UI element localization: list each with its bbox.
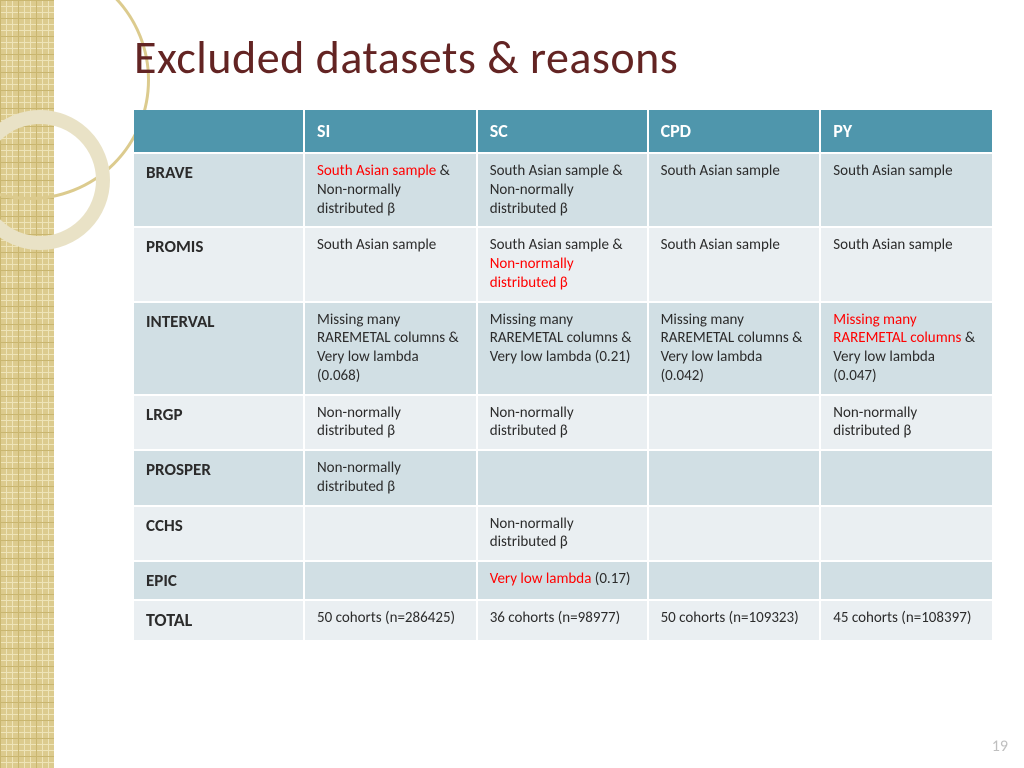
table-cell — [304, 506, 477, 562]
col-header-sc: SC — [477, 110, 648, 153]
table-cell: 50 cohorts (n=109323) — [648, 600, 821, 640]
highlighted-text: Very low lambda — [490, 570, 592, 588]
table-cell: South Asian sample & Non-normally distri… — [477, 153, 648, 227]
table-cell: Non-normally distributed β — [304, 450, 477, 506]
slide-title: Excluded datasets & reasons — [134, 30, 994, 86]
table-cell: 50 cohorts (n=286425) — [304, 600, 477, 640]
table-cell — [648, 506, 821, 562]
cell-text: (0.17) — [591, 570, 630, 588]
row-label-brave: BRAVE — [134, 153, 304, 227]
table-cell: Missing many RAREMETAL columns & Very lo… — [648, 302, 821, 395]
table-cell: South Asian sample — [648, 227, 821, 301]
table-cell — [648, 561, 821, 600]
cell-text: South Asian sample & — [490, 236, 623, 254]
table-cell — [820, 561, 993, 600]
table-row: EPIC Very low lambda (0.17) — [134, 561, 993, 600]
cell-text: South Asian sample — [317, 236, 436, 254]
table-row: PROMIS South Asian sample South Asian samp… — [134, 227, 993, 301]
row-label-cchs: CCHS — [134, 506, 304, 562]
page-number: 19 — [992, 737, 1008, 756]
table-row: PROSPER Non-normally distributed β — [134, 450, 993, 506]
table-header-row: SISCCPDPY — [134, 110, 993, 153]
table-cell: Non-normally distributed β — [477, 506, 648, 562]
slide-content: Excluded datasets & reasons SISCCPDPY BR… — [54, 0, 1024, 768]
cell-text: 36 cohorts (n=98977) — [490, 609, 621, 627]
table-cell: Very low lambda (0.17) — [477, 561, 648, 600]
table-row: LRGP Non-normally distributed β Non-normal… — [134, 395, 993, 451]
table-cell — [820, 450, 993, 506]
table-cell — [820, 506, 993, 562]
row-label-promis: PROMIS — [134, 227, 304, 301]
table-row: INTERVALMissing many RAREMETAL columns &… — [134, 302, 993, 395]
table-cell: South Asian sample — [304, 227, 477, 301]
table-cell: 36 cohorts (n=98977) — [477, 600, 648, 640]
table-cell: South Asian sample — [820, 153, 993, 227]
cell-text: Non-normally distributed β — [833, 404, 917, 441]
table-row: TOTAL 50 cohorts (n=286425) 36 cohorts (n=… — [134, 600, 993, 640]
cell-text: South Asian sample — [833, 162, 952, 180]
col-header-cpd: CPD — [648, 110, 821, 153]
cell-text: 50 cohorts (n=109323) — [661, 609, 799, 627]
highlighted-text: South Asian sample — [317, 162, 436, 180]
row-label-total: TOTAL — [134, 600, 304, 640]
highlighted-text: Non-normally distributed β — [490, 255, 574, 292]
highlighted-text: Missing many RAREMETAL columns — [833, 311, 961, 348]
cell-text: South Asian sample — [833, 236, 952, 254]
table-cell: Missing many RAREMETAL columns & Very lo… — [304, 302, 477, 395]
table-cell: South Asian sample & Non-normally distri… — [304, 153, 477, 227]
cell-text: Missing many RAREMETAL columns & Very lo… — [317, 311, 459, 385]
table-cell — [648, 450, 821, 506]
table-cell: South Asian sample — [820, 227, 993, 301]
cell-text: 45 cohorts (n=108397) — [833, 609, 971, 627]
cell-text: Non-normally distributed β — [490, 515, 574, 552]
table-cell: Missing many RAREMETAL columns & Very lo… — [820, 302, 993, 395]
table-row: CCHS Non-normally distributed β — [134, 506, 993, 562]
col-header-si: SI — [304, 110, 477, 153]
row-label-prosper: PROSPER — [134, 450, 304, 506]
cell-text: 50 cohorts (n=286425) — [317, 609, 455, 627]
col-header-blank — [134, 110, 304, 153]
table-cell: South Asian sample — [648, 153, 821, 227]
cell-text: South Asian sample & Non-normally distri… — [490, 162, 623, 218]
row-label-lrgp: LRGP — [134, 395, 304, 451]
table-cell: Missing many RAREMETAL columns & Very lo… — [477, 302, 648, 395]
excluded-datasets-table: SISCCPDPY BRAVESouth Asian sample & Non-… — [134, 110, 994, 640]
cell-text: South Asian sample — [661, 162, 780, 180]
table-cell — [477, 450, 648, 506]
row-label-epic: EPIC — [134, 561, 304, 600]
cell-text: Missing many RAREMETAL columns & Very lo… — [490, 311, 632, 367]
table-cell: South Asian sample & Non-normally distri… — [477, 227, 648, 301]
table-row: BRAVESouth Asian sample & Non-normally d… — [134, 153, 993, 227]
row-label-interval: INTERVAL — [134, 302, 304, 395]
cell-text: Missing many RAREMETAL columns & Very lo… — [661, 311, 803, 385]
cell-text: Non-normally distributed β — [317, 404, 401, 441]
table-cell: 45 cohorts (n=108397) — [820, 600, 993, 640]
table-cell: Non-normally distributed β — [304, 395, 477, 451]
cell-text: Non-normally distributed β — [317, 459, 401, 496]
table-cell — [304, 561, 477, 600]
table-cell: Non-normally distributed β — [477, 395, 648, 451]
cell-text: South Asian sample — [661, 236, 780, 254]
table-cell: Non-normally distributed β — [820, 395, 993, 451]
cell-text: Non-normally distributed β — [490, 404, 574, 441]
col-header-py: PY — [820, 110, 993, 153]
table-cell — [648, 395, 821, 451]
